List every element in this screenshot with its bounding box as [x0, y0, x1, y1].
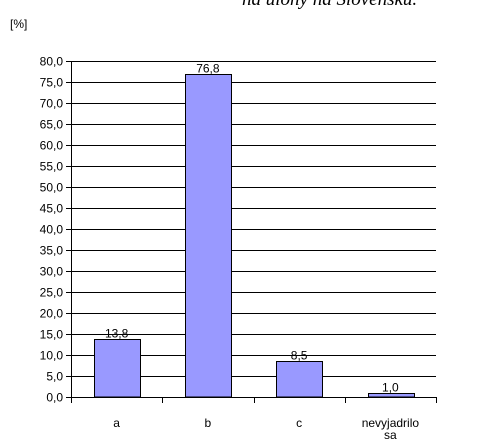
gridlines: [71, 61, 436, 377]
y-axis-label: [%]: [10, 17, 27, 31]
y-tick-label: 65,0: [40, 118, 64, 132]
y-tick-label: 10,0: [40, 349, 64, 363]
data-label: 8,5: [291, 349, 308, 363]
y-tick-label: 15,0: [40, 328, 64, 342]
x-tick-label: sa: [384, 428, 397, 442]
value-labels: 13,8 76,8 8,5 1,0: [105, 62, 399, 395]
y-tick-label: 70,0: [40, 97, 64, 111]
bar: [276, 361, 323, 398]
x-tick-label: a: [113, 416, 120, 430]
x-tick-label: nevyjadrilo: [362, 416, 420, 430]
bars: [94, 74, 415, 398]
axes: [71, 61, 436, 398]
data-label: 13,8: [105, 327, 129, 341]
y-tick-label: 25,0: [40, 286, 64, 300]
data-label: 76,8: [196, 62, 220, 76]
y-tick-label: 20,0: [40, 307, 64, 321]
data-label: 1,0: [382, 381, 399, 395]
chart-title-cropped: ná ulohy na Slovensku.: [0, 0, 482, 12]
y-tick-label: 5,0: [46, 370, 63, 384]
bar: [185, 74, 232, 398]
y-tick-label: 50,0: [40, 181, 64, 195]
y-tick-label: 0,0: [46, 391, 63, 405]
x-tick-label: c: [296, 416, 302, 430]
y-tick-label: 30,0: [40, 265, 64, 279]
y-tick-label: 55,0: [40, 160, 64, 174]
y-tick-label: 75,0: [40, 76, 64, 90]
y-tick-label: 80,0: [40, 55, 64, 69]
y-tick-label: 60,0: [40, 139, 64, 153]
bar: [94, 339, 141, 398]
y-tick-label: 35,0: [40, 244, 64, 258]
y-axis-ticks: 0,0 5,0 10,0 15,0 20,0 25,0 30,0 35,0 40,0 45,0 50…: [40, 55, 71, 405]
x-tick-label: b: [205, 416, 212, 430]
y-tick-label: 45,0: [40, 202, 64, 216]
chart-title: ná ulohy na Slovensku.: [242, 0, 417, 11]
y-tick-label: 40,0: [40, 223, 64, 237]
